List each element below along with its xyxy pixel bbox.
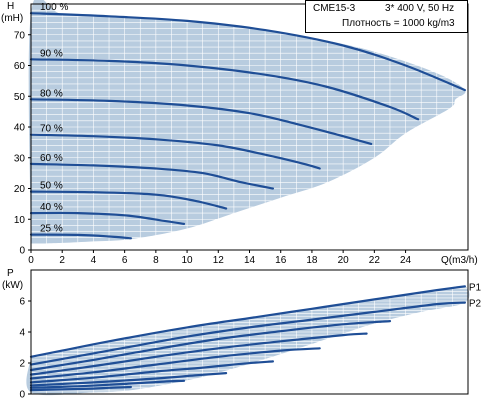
p-y-axis-unit: (kW) [2, 280, 24, 291]
qh-y-tick-label: 20 [14, 184, 26, 195]
qh-x-tick-label: 16 [275, 255, 287, 266]
qh-label-70: 70 % [40, 124, 63, 135]
p-grid [30, 269, 469, 395]
p-label-p1: P1 [469, 282, 482, 293]
p-curve-speed-7 [29, 379, 186, 389]
p-y-tick-label: 6 [19, 297, 25, 308]
qh-label-80: 80 % [40, 88, 63, 99]
qh-x-tick-label: 22 [369, 255, 381, 266]
qh-y-tick-label: 0 [19, 246, 25, 257]
p-y-tick-label: 2 [19, 359, 25, 370]
p-curve-p1 [29, 285, 466, 358]
p-plot: P1 P2 0 2 4 6 [19, 269, 482, 400]
pump-supply: 3* 400 V, 50 Hz [385, 3, 455, 14]
p-y-tick-label: 0 [19, 390, 25, 400]
qh-curve-80 [29, 98, 373, 145]
qh-x-tick-label: 18 [306, 255, 318, 266]
qh-x-tick-label: 0 [28, 255, 34, 266]
qh-label-100: 100 % [40, 2, 68, 13]
qh-x-tick-label: 10 [182, 255, 194, 266]
qh-x-tick-label: 8 [153, 255, 159, 266]
p-curve-p2 [29, 301, 466, 366]
qh-plot: 100 %90 %80 %70 %60 %50 %40 %25 %0102030… [14, 0, 469, 266]
qh-label-60: 60 % [40, 153, 63, 164]
p-y-axis-title: P [7, 268, 14, 279]
qh-y-tick-label: 30 [14, 153, 26, 164]
qh-label-50: 50 % [40, 181, 63, 192]
qh-curve-100 [29, 12, 466, 92]
qh-curve-70 [29, 133, 321, 170]
qh-y-tick-label: 40 [14, 123, 26, 134]
qh-x-tick-label: 4 [91, 255, 97, 266]
qh-curve-60 [29, 162, 274, 190]
p-curve-speed-4 [29, 347, 321, 380]
qh-label-90: 90 % [40, 48, 63, 59]
qh-y-axis-title: H [7, 1, 15, 12]
qh-label-40: 40 % [40, 202, 63, 213]
p-curve-speed-8 [29, 385, 132, 392]
qh-y-tick-label: 50 [14, 92, 26, 103]
p-curve-speed-3 [29, 332, 368, 376]
pump-model: CME15-3 [313, 3, 356, 14]
qh-y-tick-label: 60 [14, 61, 26, 72]
qh-label-25: 25 % [40, 224, 63, 235]
qh-operating-area [28, 0, 466, 244]
qh-curve-25 [29, 233, 132, 240]
qh-y-tick-label: 10 [14, 215, 26, 226]
qh-x-tick-label: 12 [213, 255, 225, 266]
qh-x-axis-title: Q(m3/h) [441, 255, 478, 266]
qh-y-tick-label: 70 [14, 30, 26, 41]
qh-y-axis-unit: (mH) [1, 13, 24, 24]
qh-x-tick-label: 14 [244, 255, 256, 266]
p-curve-speed-5 [29, 360, 274, 384]
p-curve-speed-6 [29, 372, 228, 387]
qh-curve-90 [29, 58, 420, 121]
pump-info-box: CME15-3 3* 400 V, 50 Hz Плотность = 1000… [305, 0, 468, 33]
qh-curve-40 [29, 211, 186, 225]
p-label-p2: P2 [469, 299, 482, 310]
qh-x-tick-label: 24 [400, 255, 412, 266]
qh-x-tick-label: 6 [122, 255, 128, 266]
qh-curve-50 [29, 190, 228, 210]
qh-x-tick-label: 2 [59, 255, 65, 266]
qh-x-tick-label: 20 [338, 255, 350, 266]
p-y-tick-label: 4 [19, 328, 25, 339]
p-curve-speed-2 [29, 320, 392, 372]
fluid-density: Плотность = 1000 kg/m3 [342, 18, 455, 29]
